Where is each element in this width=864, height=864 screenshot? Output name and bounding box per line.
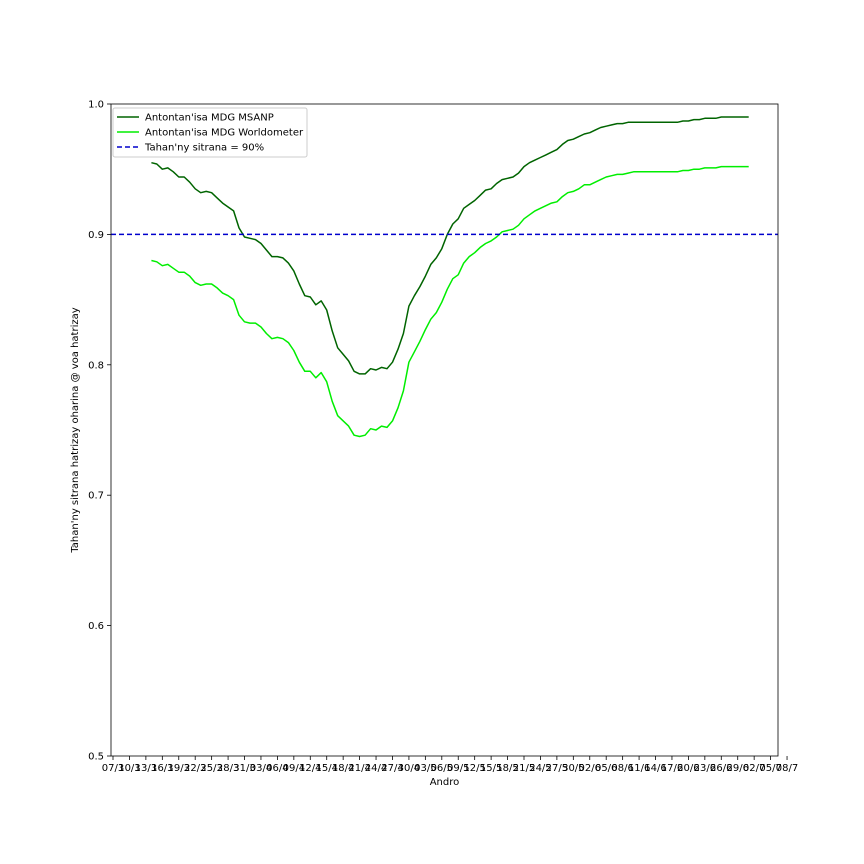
- x-tick-label: 20/6: [677, 763, 699, 774]
- x-tick-label: 18/4: [332, 763, 354, 774]
- legend-entry: Tahan'ny sitrana = 90%: [144, 143, 264, 154]
- legend-entry: Antontan'isa MDG MSANP: [145, 113, 274, 124]
- x-axis-label: Andro: [430, 777, 460, 788]
- x-tick-label: 14/6: [644, 763, 666, 774]
- series-line-1: [151, 165, 749, 438]
- plot-background: [111, 104, 778, 756]
- x-tick-label: 19/3: [168, 763, 190, 774]
- x-tick-label: 08/6: [611, 763, 633, 774]
- y-tick-label: 0.6: [88, 621, 104, 632]
- x-tick-label: 11/6: [628, 763, 650, 774]
- x-tick-label: 12/4: [299, 763, 321, 774]
- series-line-0: [151, 116, 749, 375]
- x-tick-label: 12/5: [463, 763, 485, 774]
- x-tick-label: 03/4: [250, 763, 272, 774]
- x-tick-label: 27/4: [381, 763, 403, 774]
- x-tick-label: 09/4: [283, 763, 305, 774]
- x-tick-label: 06/4: [266, 763, 288, 774]
- x-tick-label: 24/4: [365, 763, 387, 774]
- x-tick-label: 24/5: [529, 763, 551, 774]
- x-tick-label: 02/6: [579, 763, 601, 774]
- x-tick-label: 05/6: [595, 763, 617, 774]
- x-tick-label: 21/5: [513, 763, 535, 774]
- x-tick-label: 22/3: [184, 763, 206, 774]
- legend: Antontan'isa MDG MSANP Antontan'isa MDG W…: [112, 107, 308, 158]
- legend-box: [112, 107, 308, 158]
- x-tick-label: 15/4: [315, 763, 337, 774]
- ticks-layer: 0.5 0.6 0.7 0.8 0.9 1.0 07/310/313/316/319/322…: [88, 100, 798, 775]
- x-tick-label: 08/7: [776, 763, 798, 774]
- x-tick-label: 07/3: [102, 763, 124, 774]
- x-tick-label: 15/5: [480, 763, 502, 774]
- y-axis-label: Tahan'ny sitrana hatrizay oharina @ voa …: [70, 307, 81, 553]
- x-tick-label: 25/3: [200, 763, 222, 774]
- legend-entry: Antontan'isa MDG Worldometer: [145, 128, 304, 139]
- x-tick-label: 18/5: [496, 763, 518, 774]
- x-tick-label: 23/6: [694, 763, 716, 774]
- x-tick-label: 16/3: [151, 763, 173, 774]
- x-tick-label: 05/7: [759, 763, 781, 774]
- x-tick-label: 28/3: [217, 763, 239, 774]
- x-tick-label: 02/7: [743, 763, 765, 774]
- x-tick-label: 21/4: [348, 763, 370, 774]
- y-tick-label: 0.7: [88, 491, 104, 502]
- plot-frame: [110, 103, 779, 757]
- x-tick-label: 09/5: [447, 763, 469, 774]
- x-tick-label: 26/6: [710, 763, 732, 774]
- x-tick-label: 17/6: [661, 763, 683, 774]
- x-tick-label: 06/5: [431, 763, 453, 774]
- x-tick-label: 31/3: [233, 763, 255, 774]
- x-tick-label: 30/4: [398, 763, 420, 774]
- x-tick-label: 10/3: [118, 763, 140, 774]
- y-tick-label: 1.0: [88, 100, 104, 111]
- x-tick-label: 29/6: [726, 763, 748, 774]
- x-tick-label: 27/5: [546, 763, 568, 774]
- x-tick-label: 03/5: [414, 763, 436, 774]
- x-tick-label: 13/3: [135, 763, 157, 774]
- series-layer: [111, 116, 778, 438]
- y-tick-label: 0.5: [88, 752, 104, 763]
- x-tick-label: 30/5: [562, 763, 584, 774]
- y-tick-label: 0.8: [88, 360, 104, 371]
- y-tick-label: 0.9: [88, 230, 104, 241]
